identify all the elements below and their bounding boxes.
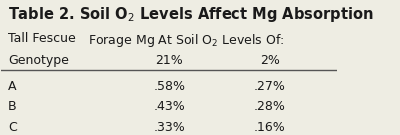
Text: .58%: .58% [153,80,185,93]
Text: Table 2. Soil O$_2$ Levels Affect Mg Absorption: Table 2. Soil O$_2$ Levels Affect Mg Abs… [8,5,374,24]
Text: A: A [8,80,16,93]
Text: .33%: .33% [153,121,185,134]
Text: .28%: .28% [254,100,286,113]
Text: Forage Mg At Soil O$_2$ Levels Of:: Forage Mg At Soil O$_2$ Levels Of: [88,32,284,49]
Text: B: B [8,100,17,113]
Text: .16%: .16% [254,121,286,134]
Text: C: C [8,121,17,134]
Text: Tall Fescue: Tall Fescue [8,32,76,45]
Text: 2%: 2% [260,54,280,67]
Text: Genotype: Genotype [8,54,69,67]
Text: 21%: 21% [155,54,183,67]
Text: .43%: .43% [153,100,185,113]
Text: .27%: .27% [254,80,286,93]
